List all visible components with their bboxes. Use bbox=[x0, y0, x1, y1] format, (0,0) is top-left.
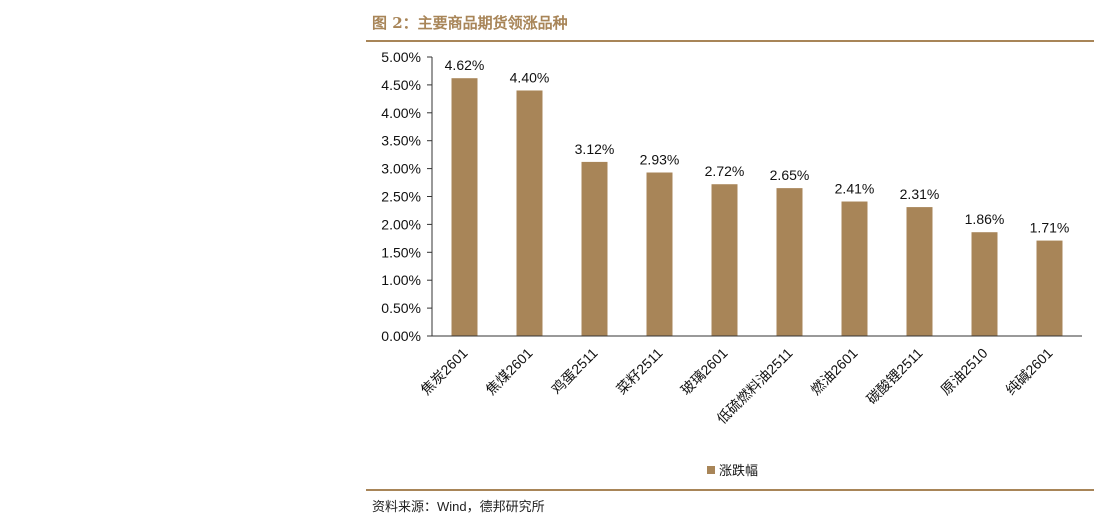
y-tick-label: 4.00% bbox=[381, 105, 421, 121]
bar bbox=[906, 207, 933, 336]
bar bbox=[581, 161, 608, 336]
x-category-label: 玻璃2601 bbox=[677, 345, 730, 398]
y-tick-label: 2.00% bbox=[381, 216, 421, 232]
y-tick-label: 4.50% bbox=[381, 77, 421, 93]
y-tick-label: 0.00% bbox=[381, 328, 421, 344]
y-tick-label: 3.50% bbox=[381, 133, 421, 149]
bar bbox=[711, 184, 738, 336]
bar bbox=[451, 78, 478, 336]
x-category-label: 焦炭2601 bbox=[417, 345, 470, 398]
data-label: 2.31% bbox=[900, 186, 940, 202]
data-labels: 4.62% 4.40% 3.12% 2.93% 2.72% 2.65% 2.41% 2.31%… bbox=[445, 57, 1070, 235]
x-category-label: 燃油2601 bbox=[807, 345, 860, 398]
y-tick-label: 2.50% bbox=[381, 189, 421, 205]
bar bbox=[971, 232, 998, 336]
bar bbox=[516, 90, 543, 336]
y-tick-label: 3.00% bbox=[381, 161, 421, 177]
data-label: 1.86% bbox=[965, 211, 1005, 227]
bar bbox=[776, 188, 803, 336]
x-category-label: 纯碱2601 bbox=[1002, 345, 1055, 398]
data-label: 3.12% bbox=[575, 141, 615, 157]
data-label: 1.71% bbox=[1030, 220, 1070, 236]
data-label: 4.40% bbox=[510, 69, 550, 85]
x-category-label: 焦煤2601 bbox=[482, 345, 535, 398]
bar bbox=[646, 172, 673, 336]
data-label: 2.41% bbox=[835, 181, 875, 197]
legend: 涨跌幅 bbox=[707, 463, 758, 478]
y-axis: 0.00% 0.50% 1.00% 1.50% 2.00% 2.50% 3.00% 3.50%… bbox=[381, 49, 433, 344]
y-tick-label: 1.50% bbox=[381, 244, 421, 260]
source-note: 资料来源：Wind，德邦研究所 bbox=[372, 499, 545, 514]
data-label: 2.65% bbox=[770, 167, 810, 183]
bar bbox=[1036, 240, 1063, 336]
figure-title: 图 2：主要商品期货领涨品种 bbox=[372, 14, 568, 32]
title-rule bbox=[366, 40, 1094, 42]
data-label: 2.72% bbox=[705, 163, 745, 179]
x-category-label: 菜籽2511 bbox=[613, 345, 666, 398]
source-rule bbox=[366, 489, 1094, 491]
legend-swatch bbox=[707, 466, 715, 474]
bar bbox=[841, 201, 868, 336]
legend-label: 涨跌幅 bbox=[719, 463, 758, 478]
data-label: 4.62% bbox=[445, 57, 485, 73]
data-label: 2.93% bbox=[640, 152, 680, 168]
y-tick-label: 5.00% bbox=[381, 49, 421, 65]
y-tick-label: 0.50% bbox=[381, 300, 421, 316]
x-category-label: 碳酸锂2511 bbox=[863, 345, 925, 407]
x-category-label: 原油2510 bbox=[937, 345, 990, 398]
y-tick-label: 1.00% bbox=[381, 272, 421, 288]
x-category-label: 鸡蛋2511 bbox=[548, 345, 601, 398]
bars bbox=[451, 78, 1063, 336]
